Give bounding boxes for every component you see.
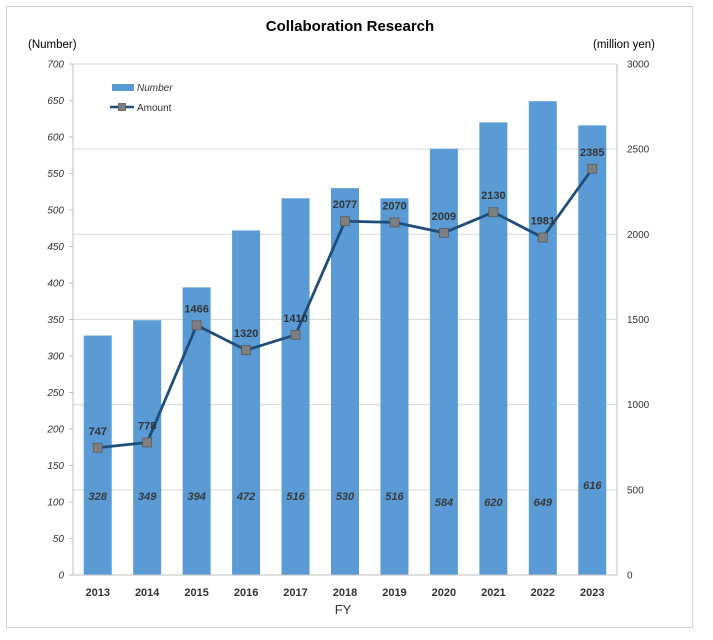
line-value-label: 747: [89, 426, 107, 438]
legend-label-number: Number: [137, 83, 173, 94]
line-value-label: 2009: [432, 211, 456, 223]
line-value-label: 2130: [481, 190, 505, 202]
left-y-tick-label: 650: [47, 96, 64, 107]
data-labels: 328 349 394 472 516 530 516 584 620 649 616 747 778 1…: [89, 147, 605, 509]
bar: [133, 320, 162, 575]
bar-value-label: 649: [534, 497, 553, 509]
line-point-marker: [488, 207, 499, 218]
bar-value-label: 349: [138, 491, 157, 503]
left-y-tick-label: 150: [47, 461, 64, 472]
right-y-tick-label: 500: [627, 485, 644, 496]
legend: Number Amount: [110, 83, 173, 114]
right-y-tick-label: 2500: [627, 145, 650, 156]
line-point-marker: [142, 437, 153, 448]
line-value-label: 2385: [580, 147, 604, 159]
right-y-tick-label: 2000: [627, 230, 650, 241]
left-y-tick-label: 700: [47, 60, 64, 71]
left-y-tick-label: 500: [47, 206, 64, 217]
x-tick-label: 2015: [184, 587, 208, 599]
bar-value-label: 516: [286, 491, 305, 503]
line-point-marker: [537, 232, 548, 243]
line-value-label: 1981: [531, 216, 555, 228]
x-tick-label: 2019: [382, 587, 406, 599]
line-value-label: 1320: [234, 328, 258, 340]
right-y-tick-label: 0: [627, 571, 633, 582]
right-y-tick-label: 1000: [627, 400, 650, 411]
x-tick-label: 2022: [531, 587, 555, 599]
left-y-tick-label: 450: [47, 242, 64, 253]
x-tick-label: 2020: [432, 587, 456, 599]
x-tick-label: 2013: [85, 587, 109, 599]
line-point-marker: [389, 217, 400, 228]
chart-title: Collaboration Research: [266, 18, 434, 35]
x-tick-label: 2016: [234, 587, 258, 599]
x-tick-label: 2018: [333, 587, 357, 599]
line-value-label: 2070: [382, 200, 406, 212]
x-tick-label: 2021: [481, 587, 505, 599]
legend-label-amount: Amount: [137, 103, 172, 114]
left-y-tick-label: 100: [47, 498, 64, 509]
x-tick-label: 2017: [283, 587, 307, 599]
bar-value-label: 620: [484, 497, 503, 509]
line-value-label: 1410: [283, 313, 307, 325]
bar-value-label: 394: [187, 491, 205, 503]
left-y-tick-label: 550: [47, 169, 64, 180]
bar: [83, 335, 112, 575]
bar: [578, 125, 607, 575]
bar: [528, 101, 557, 575]
axes: 0 500 1000 1500 2000 2500 3000 0 50 100 150 200 250 3…: [46, 60, 649, 600]
right-y-tick-label: 3000: [627, 60, 650, 71]
line-value-label: 778: [138, 420, 156, 432]
x-tick-label: 2014: [135, 587, 160, 599]
bar: [182, 287, 211, 575]
left-y-tick-label: 400: [47, 279, 64, 290]
line-point-marker: [340, 216, 350, 227]
bar: [331, 188, 359, 575]
left-y-tick-label: 50: [53, 534, 65, 545]
line-point-marker: [439, 227, 449, 238]
line-point-marker: [92, 442, 103, 453]
line-point-marker: [241, 345, 251, 356]
line-point-marker: [191, 320, 202, 331]
chart-frame: [6, 6, 693, 628]
x-axis-title: FY: [335, 602, 352, 617]
bar: [380, 198, 409, 575]
bar-value-label: 616: [583, 480, 602, 492]
left-y-tick-label: 300: [47, 352, 64, 363]
left-y-tick-label: 600: [47, 133, 64, 144]
right-axis-unit: (million yen): [593, 39, 655, 51]
left-axis-unit: (Number): [28, 39, 77, 51]
left-y-tick-label: 0: [58, 571, 64, 582]
line-series-amount: [92, 163, 598, 453]
line-point-marker: [587, 163, 598, 174]
left-y-tick-label: 250: [46, 388, 64, 399]
bar: [232, 230, 261, 575]
bar: [479, 122, 508, 576]
bar-value-label: 516: [385, 491, 404, 503]
bar-value-label: 328: [89, 491, 108, 503]
bar-value-label: 584: [435, 497, 453, 509]
left-y-tick-label: 200: [46, 425, 64, 436]
right-y-tick-label: 1500: [627, 315, 650, 326]
bar-series-number: [83, 101, 607, 576]
bar: [429, 148, 458, 575]
left-y-tick-label: 350: [47, 315, 64, 326]
bar-value-label: 472: [236, 491, 255, 503]
bar: [281, 198, 310, 575]
x-tick-label: 2023: [580, 587, 604, 599]
bar-value-label: 530: [336, 491, 355, 503]
line-value-label: 1466: [184, 303, 208, 315]
line-point-marker: [290, 329, 301, 340]
legend-marker-amount: [118, 103, 126, 111]
legend-swatch-number: [112, 84, 134, 91]
line-value-label: 2077: [333, 199, 357, 211]
